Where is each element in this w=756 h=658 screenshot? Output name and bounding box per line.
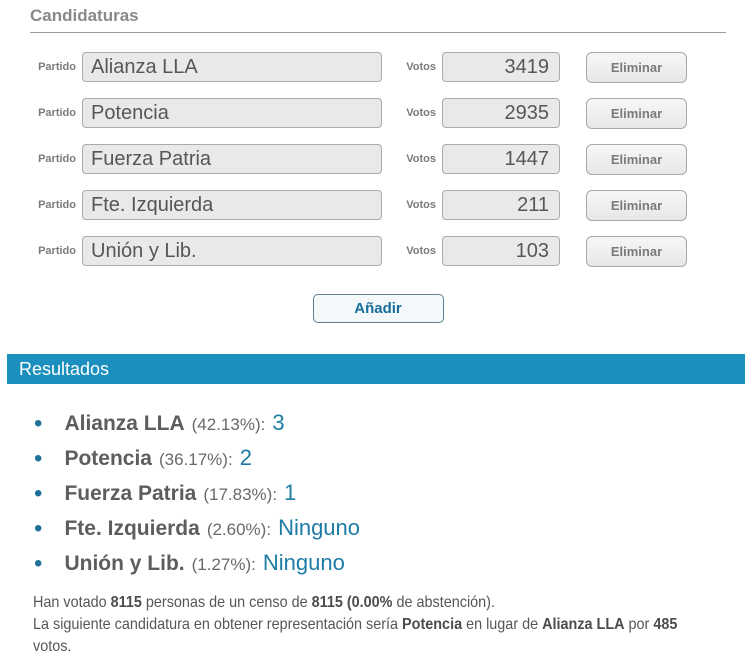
resultado-party-name: Unión y Lib. (64, 552, 185, 575)
partido-input[interactable] (82, 236, 382, 266)
partido-input[interactable] (82, 52, 382, 82)
footer-line-votes-word: votos. (33, 638, 72, 655)
votos-label: Votos (406, 199, 436, 211)
eliminar-button[interactable]: Eliminar (586, 235, 687, 267)
partido-input[interactable] (82, 98, 382, 128)
resultado-seats: 2 (239, 445, 252, 470)
eliminar-button[interactable]: Eliminar (586, 51, 687, 83)
votos-label: Votos (406, 153, 436, 165)
partido-label: Partido (38, 245, 76, 257)
candidatura-row: Partido Votos Eliminar (30, 51, 726, 83)
anadir-row: Añadir (30, 294, 726, 323)
eliminar-button[interactable]: Eliminar (586, 189, 687, 221)
partido-label: Partido (38, 107, 76, 119)
partido-label: Partido (38, 61, 76, 73)
resultado-percent: (36.17%): (158, 450, 233, 469)
votos-label: Votos (406, 61, 436, 73)
votos-input[interactable] (442, 52, 560, 82)
resultado-percent: (1.27%): (191, 555, 256, 574)
resultado-seats: Ninguno (278, 515, 361, 540)
resultado-percent: (17.83%): (203, 485, 278, 504)
resultado-seats: 3 (272, 410, 285, 435)
votos-input[interactable] (442, 236, 560, 266)
resultado-percent: (42.13%): (191, 415, 266, 434)
resultado-party-name: Potencia (64, 447, 152, 470)
resultado-seats: Ninguno (262, 550, 345, 575)
resultado-party-name: Fuerza Patria (64, 482, 197, 505)
resultado-party-name: Alianza LLA (64, 412, 185, 435)
resultados-header: Resultados (7, 354, 745, 384)
candidatura-row: Partido Votos Eliminar (30, 189, 726, 221)
anadir-button[interactable]: Añadir (312, 294, 444, 323)
candidaturas-title: Candidaturas (30, 6, 726, 33)
partido-input[interactable] (82, 190, 382, 220)
votos-input[interactable] (442, 144, 560, 174)
footer-line-next-seat: La siguiente candidatura en obtener repr… (33, 616, 678, 633)
resultado-item: Unión y Lib. (1.27%): Ninguno (34, 550, 756, 576)
resultado-party-name: Fte. Izquierda (64, 517, 200, 540)
resultado-item: Fte. Izquierda (2.60%): Ninguno (34, 515, 756, 541)
eliminar-button[interactable]: Eliminar (586, 97, 687, 129)
candidatura-row: Partido Votos Eliminar (30, 97, 726, 129)
partido-input[interactable] (82, 144, 382, 174)
resultado-percent: (2.60%): (206, 520, 272, 539)
partido-label: Partido (38, 199, 76, 211)
partido-label: Partido (38, 153, 76, 165)
candidatura-row: Partido Votos Eliminar (30, 235, 726, 267)
votos-label: Votos (406, 107, 436, 119)
resultado-item: Alianza LLA (42.13%): 3 (34, 410, 756, 436)
candidaturas-rows: Partido Votos Eliminar Partido Votos Eli… (30, 51, 726, 267)
resultados-footer: Han votado 8115 personas de un censo de … (33, 592, 684, 658)
footer-line-census: Han votado 8115 personas de un censo de … (33, 594, 495, 611)
resultados-list: Alianza LLA (42.13%): 3 Potencia (36.17%): 2… (0, 410, 756, 576)
candidatura-row: Partido Votos Eliminar (30, 143, 726, 175)
votos-label: Votos (406, 245, 436, 257)
resultado-item: Potencia (36.17%): 2 (34, 445, 756, 471)
votos-input[interactable] (442, 190, 560, 220)
eliminar-button[interactable]: Eliminar (586, 143, 687, 175)
candidaturas-section: Candidaturas Partido Votos Eliminar Part… (0, 0, 756, 323)
votos-input[interactable] (442, 98, 560, 128)
resultado-seats: 1 (284, 480, 297, 505)
resultado-item: Fuerza Patria (17.83%): 1 (34, 480, 756, 506)
